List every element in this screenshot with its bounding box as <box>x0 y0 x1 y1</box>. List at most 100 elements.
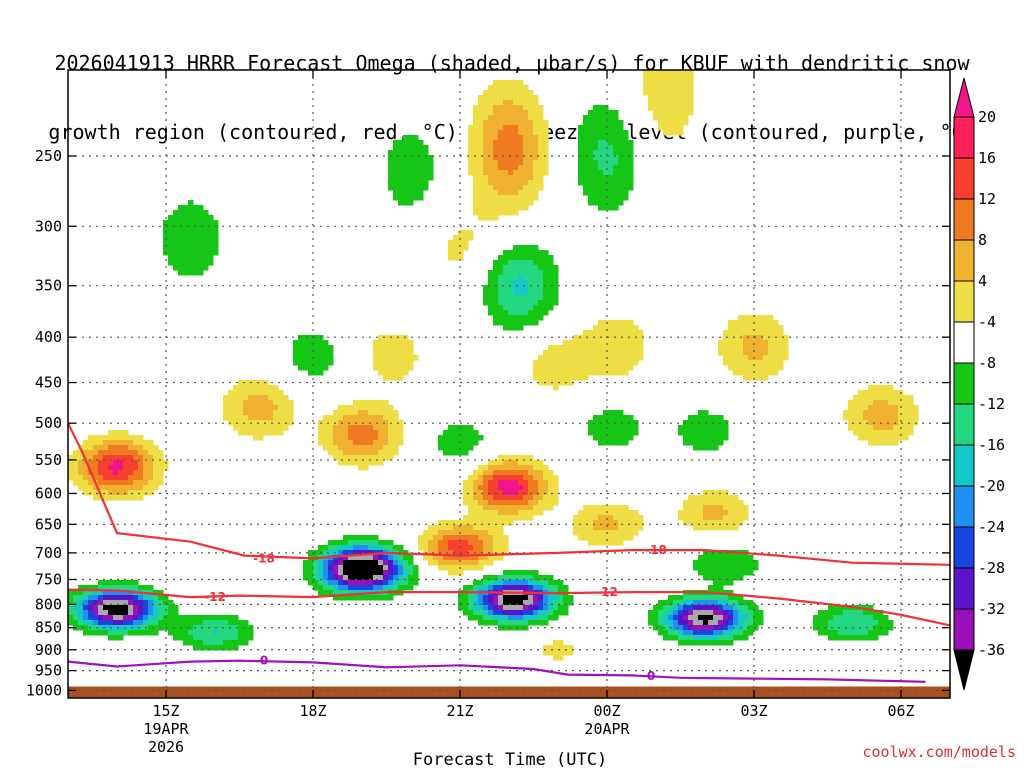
omega-cell <box>703 410 709 416</box>
omega-cell <box>198 235 204 241</box>
omega-cell <box>488 465 494 471</box>
omega-cell <box>483 605 489 611</box>
omega-cell <box>483 600 489 606</box>
omega-cell <box>558 375 564 381</box>
omega-cell <box>878 615 884 621</box>
omega-cell <box>628 330 634 336</box>
omega-cell <box>708 640 714 646</box>
omega-cell <box>253 390 259 396</box>
omega-cell <box>878 610 884 616</box>
omega-cell <box>773 355 779 361</box>
omega-cell <box>283 400 289 406</box>
omega-cell <box>268 430 274 436</box>
omega-cell <box>553 385 559 391</box>
omega-cell <box>333 580 339 586</box>
omega-cell <box>73 610 79 616</box>
omega-cell <box>623 320 629 326</box>
omega-cell <box>473 120 479 126</box>
omega-cell <box>518 625 524 631</box>
omega-cell <box>323 590 329 596</box>
omega-cell <box>398 180 404 186</box>
omega-cell <box>613 345 619 351</box>
omega-cell <box>163 235 169 241</box>
omega-cell <box>68 615 74 621</box>
omega-cell <box>348 425 354 431</box>
omega-cell <box>348 585 354 591</box>
omega-cell <box>378 370 384 376</box>
omega-cell <box>393 425 399 431</box>
omega-cell <box>543 250 549 256</box>
omega-cell <box>88 605 94 611</box>
omega-cell <box>123 480 129 486</box>
omega-cell <box>348 535 354 541</box>
omega-cell <box>868 620 874 626</box>
y-tick-label: 600 <box>35 484 62 502</box>
omega-cell <box>123 585 129 591</box>
omega-cell <box>128 585 134 591</box>
omega-cell <box>103 630 109 636</box>
omega-cell <box>173 620 179 626</box>
omega-cell <box>413 135 419 141</box>
omega-cell <box>283 415 289 421</box>
omega-cell <box>533 150 539 156</box>
omega-cell <box>668 105 674 111</box>
omega-cell <box>483 500 489 506</box>
omega-cell <box>838 615 844 621</box>
omega-cell <box>643 70 649 76</box>
omega-cell <box>543 465 549 471</box>
omega-cell <box>723 505 729 511</box>
omega-cell <box>478 465 484 471</box>
omega-cell <box>738 565 744 571</box>
omega-cell <box>138 485 144 491</box>
omega-cell <box>888 405 894 411</box>
omega-cell <box>583 370 589 376</box>
omega-cell <box>178 225 184 231</box>
omega-cell <box>528 500 534 506</box>
omega-cell <box>718 505 724 511</box>
omega-cell <box>303 355 309 361</box>
omega-cell <box>548 265 554 271</box>
omega-cell <box>673 95 679 101</box>
omega-cell <box>528 295 534 301</box>
omega-cell <box>183 265 189 271</box>
omega-cell <box>698 600 704 606</box>
omega-cell <box>708 525 714 531</box>
omega-cell <box>338 420 344 426</box>
omega-cell <box>438 545 444 551</box>
omega-cell <box>348 420 354 426</box>
omega-cell <box>153 485 159 491</box>
omega-cell <box>728 525 734 531</box>
omega-cell <box>588 525 594 531</box>
omega-cell <box>513 460 519 466</box>
omega-cell <box>448 255 454 261</box>
omega-cell <box>548 305 554 311</box>
omega-cell <box>378 440 384 446</box>
omega-cell <box>863 635 869 641</box>
omega-cell <box>503 465 509 471</box>
omega-cell <box>683 595 689 601</box>
omega-cell <box>368 410 374 416</box>
omega-cell <box>638 520 644 526</box>
omega-cell <box>373 455 379 461</box>
omega-cell <box>693 495 699 501</box>
omega-cell <box>353 570 359 576</box>
omega-cell <box>278 400 284 406</box>
omega-cell <box>493 160 499 166</box>
omega-cell <box>333 455 339 461</box>
omega-cell <box>518 605 524 611</box>
omega-cell <box>743 375 749 381</box>
credit-link[interactable]: coolwx.com/models <box>862 743 1016 761</box>
omega-cell <box>348 545 354 551</box>
omega-cell <box>323 345 329 351</box>
omega-cell <box>518 260 524 266</box>
omega-cell <box>598 520 604 526</box>
omega-cell <box>503 285 509 291</box>
omega-cell <box>673 605 679 611</box>
omega-cell <box>223 620 229 626</box>
omega-cell <box>183 230 189 236</box>
omega-cell <box>523 170 529 176</box>
omega-cell <box>88 440 94 446</box>
omega-cell <box>598 355 604 361</box>
omega-cell <box>623 350 629 356</box>
omega-cell <box>678 125 684 131</box>
